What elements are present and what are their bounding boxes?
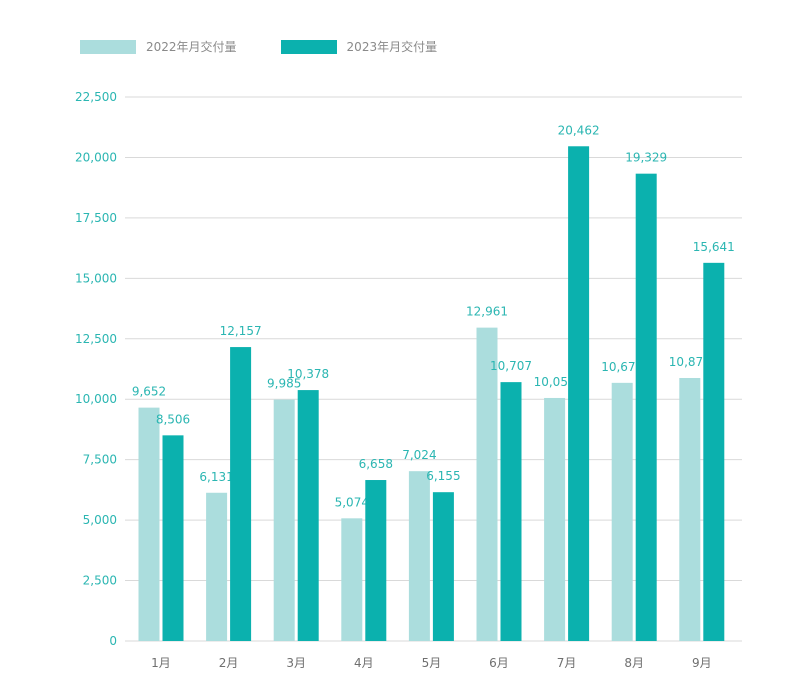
data-label: 12,961 [466,305,508,319]
bar [341,518,363,641]
bar [230,347,252,641]
data-label: 20,462 [558,123,600,137]
data-label: 6,155 [426,469,460,483]
legend-label-2022: 2022年月交付量 [146,40,237,54]
y-tick-label: 0 [109,634,117,648]
y-tick-label: 20,000 [75,150,117,164]
x-tick-label: 8月 [624,656,644,670]
x-tick-label: 9月 [692,656,712,670]
bar [273,399,295,641]
data-label: 19,329 [625,151,667,165]
data-label: 10,677 [601,360,643,374]
data-label: 8,506 [156,412,190,426]
x-tick-label: 2月 [219,656,239,670]
x-tick-label: 1月 [151,656,171,670]
y-tick-label: 22,500 [75,90,117,104]
bar [365,480,387,641]
x-tick-label: 4月 [354,656,374,670]
y-tick-label: 17,500 [75,211,117,225]
data-label: 10,052 [534,375,576,389]
data-label: 5,074 [335,495,369,509]
bar [206,492,228,641]
bar [500,382,522,641]
y-tick-label: 7,500 [83,453,117,467]
bar [138,407,160,641]
bar [679,377,701,641]
y-tick-label: 10,000 [75,392,117,406]
x-tick-label: 7月 [557,656,577,670]
data-label: 9,652 [132,385,166,399]
bar [297,390,319,641]
x-tick-label: 6月 [489,656,509,670]
x-tick-label: 5月 [422,656,442,670]
legend-item-2023: 2023年月交付量 [280,38,438,55]
bar [703,262,725,641]
data-label: 7,024 [402,448,436,462]
bar [635,173,657,642]
x-tick-label: 3月 [286,656,306,670]
bar [432,492,454,641]
legend-item-2022: 2022年月交付量 [80,38,237,55]
data-label: 9,985 [267,377,301,391]
y-tick-label: 15,000 [75,271,117,285]
bar [544,397,566,641]
legend-swatch-2022 [80,39,136,54]
data-label: 10,707 [490,359,532,373]
legend-label-2023: 2023年月交付量 [346,40,438,54]
data-label: 12,157 [220,324,262,338]
bar [408,471,430,641]
bar [611,382,633,641]
data-label: 6,131 [199,470,233,484]
data-label: 10,378 [287,367,329,381]
y-tick-label: 12,500 [75,332,117,346]
bar [568,146,590,642]
data-label: 10,878 [669,355,711,369]
legend: 2022年月交付量 2023年月交付量 [80,38,437,55]
y-tick-label: 2,500 [83,574,117,588]
y-tick-label: 5,000 [83,513,117,527]
bar [162,435,184,641]
data-label: 6,658 [359,457,393,471]
bar [476,327,498,641]
legend-swatch-2023 [280,39,337,54]
data-label: 15,641 [693,240,735,254]
